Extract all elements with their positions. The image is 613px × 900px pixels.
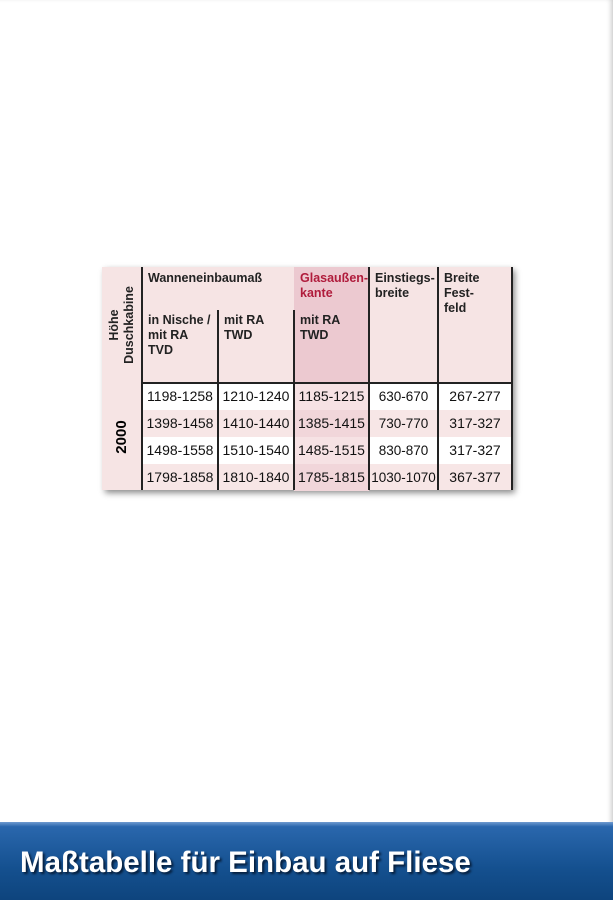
table-cell: 1030-1070 bbox=[371, 470, 436, 485]
table-cell: 1198-1258 bbox=[147, 388, 213, 404]
row-header-line: Duschkabine bbox=[122, 286, 136, 364]
glass-header-line: kante bbox=[300, 286, 333, 300]
sub-header-line: mit RA TWD bbox=[224, 313, 264, 342]
entry-header: Einstiegs-breite bbox=[369, 267, 438, 305]
table-cell: 1510-1540 bbox=[222, 442, 290, 458]
glass-column-bg bbox=[294, 267, 369, 383]
sub-header-line: mit RA TWD bbox=[300, 313, 340, 342]
table-cell: 367-377 bbox=[449, 469, 501, 485]
table-cell: 1810-1840 bbox=[222, 469, 290, 485]
table-cell: 1785-1815 bbox=[298, 469, 365, 485]
column-line bbox=[368, 267, 370, 490]
sub-header-line: mit RA TVD bbox=[148, 328, 188, 357]
sub-header: in Nische / mit RA TVD bbox=[142, 309, 218, 362]
table-cell: 1498-1558 bbox=[146, 442, 214, 458]
glass-cell-bg bbox=[294, 464, 369, 491]
table-cell: 267-277 bbox=[449, 388, 501, 404]
table-cell: 317-327 bbox=[449, 415, 501, 431]
glass-header: Glasaußen-kante bbox=[294, 267, 369, 305]
table-cell: 1398-1458 bbox=[146, 415, 214, 431]
header-rule bbox=[142, 382, 512, 384]
fixed-header: Breite Fest-feld bbox=[438, 267, 512, 320]
table-cell: 730-770 bbox=[378, 416, 429, 431]
sub-header: mit RA TWD bbox=[294, 309, 369, 347]
table-cell: 1798-1858 bbox=[146, 469, 214, 485]
sub-header-line: in Nische / bbox=[148, 313, 211, 327]
group-header: Wanneneinbaumaß bbox=[148, 271, 263, 285]
entry-header-line: breite bbox=[375, 286, 410, 300]
table-cell: 1210-1240 bbox=[222, 388, 290, 404]
entry-header-line: Einstiegs- bbox=[375, 271, 435, 285]
row-label: 2000 bbox=[113, 420, 130, 454]
fixed-header-line: Breite Fest- bbox=[444, 271, 480, 300]
size-table: Wanneneinbaumaß Glasaußen-kante Einstiegs-… bbox=[102, 267, 513, 491]
column-line bbox=[293, 310, 295, 490]
table-cell: 1410-1440 bbox=[222, 415, 290, 431]
banner-title: Maßtabelle für Einbau auf Fliese bbox=[20, 846, 471, 879]
table-cell: 317-327 bbox=[449, 442, 501, 458]
row-header-line: Höhe bbox=[107, 309, 121, 341]
sub-header: mit RA TWD bbox=[218, 309, 294, 347]
glass-header-line: Glasaußen- bbox=[300, 271, 369, 285]
row-header: Höhe Duschkabine bbox=[104, 267, 140, 383]
column-line bbox=[217, 310, 219, 490]
banner: Maßtabelle für Einbau auf Fliese bbox=[0, 822, 613, 900]
column-line bbox=[437, 267, 439, 490]
fixed-header-line: feld bbox=[444, 301, 467, 315]
table-cell: 1385-1415 bbox=[298, 415, 365, 431]
column-line bbox=[511, 267, 513, 490]
table-cell: 630-670 bbox=[378, 389, 429, 404]
table-cell: 830-870 bbox=[378, 443, 429, 458]
table-cell: 1185-1215 bbox=[298, 388, 365, 404]
glass-cell-bg bbox=[294, 437, 369, 464]
column-line bbox=[141, 267, 143, 490]
glass-cell-bg bbox=[294, 410, 369, 437]
glass-cell-bg bbox=[294, 383, 369, 410]
table-cell: 1485-1515 bbox=[298, 442, 365, 458]
